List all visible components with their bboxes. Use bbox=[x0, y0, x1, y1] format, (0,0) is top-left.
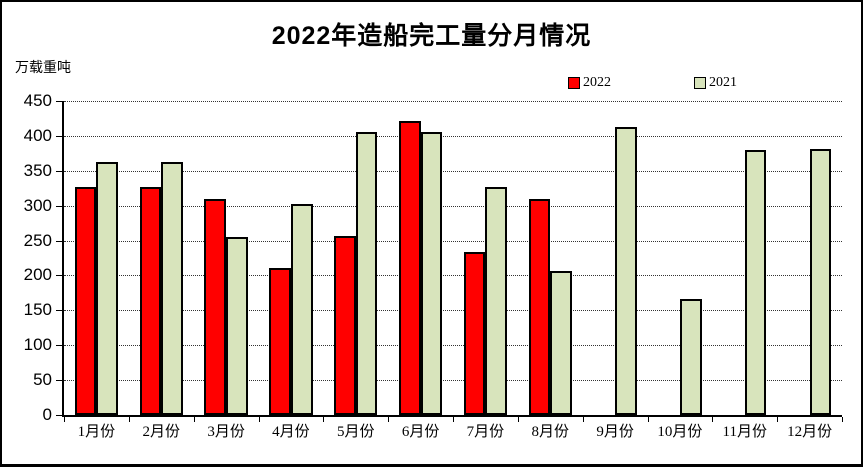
bar-2021-11月份 bbox=[744, 149, 767, 415]
x-tick-3 bbox=[258, 417, 260, 422]
x-axis-label-11月份: 11月份 bbox=[722, 424, 767, 440]
x-tick-12 bbox=[842, 417, 843, 422]
bar-2022-2月份 bbox=[139, 186, 162, 415]
y-axis-unit-label: 万载重吨 bbox=[15, 61, 71, 76]
bar-2021-12月份 bbox=[809, 149, 832, 415]
y-tick-400 bbox=[56, 135, 62, 137]
legend: 2022 2021 bbox=[2, 74, 861, 92]
gridline-350 bbox=[64, 170, 842, 172]
bar-2021-4月份 bbox=[290, 204, 313, 415]
chart-title: 2022年造船完工量分月情况 bbox=[271, 22, 592, 50]
bar-2021-8月份 bbox=[550, 270, 572, 415]
gridline-200 bbox=[64, 275, 842, 277]
legend-item-2022: 2022 bbox=[568, 74, 611, 92]
legend-label-2022: 2022 bbox=[583, 75, 611, 90]
bar-2021-1月份 bbox=[96, 162, 119, 415]
x-axis-label-12月份: 12月份 bbox=[787, 424, 833, 440]
x-axis-label-6月份: 6月份 bbox=[401, 424, 440, 440]
y-axis-line bbox=[62, 101, 64, 415]
legend-label-2021: 2021 bbox=[709, 75, 737, 90]
x-axis-line bbox=[62, 415, 842, 417]
y-tick-0 bbox=[56, 415, 62, 416]
x-tick-2 bbox=[193, 417, 195, 422]
gridline-300 bbox=[64, 205, 842, 207]
gridline-50 bbox=[64, 380, 842, 382]
bar-2022-3月份 bbox=[204, 199, 227, 415]
x-axis-label-3月份: 3月份 bbox=[207, 424, 245, 440]
x-axis-label-5月份: 5月份 bbox=[336, 424, 375, 440]
bar-2022-5月份 bbox=[334, 236, 356, 415]
gridline-400 bbox=[64, 135, 842, 137]
y-tick-150 bbox=[56, 310, 62, 312]
legend-swatch-2021 bbox=[694, 77, 706, 89]
bar-2021-7月份 bbox=[485, 186, 508, 415]
x-tick-4 bbox=[323, 417, 325, 422]
y-tick-label-400: 400 bbox=[23, 125, 52, 145]
gridline-450 bbox=[64, 101, 842, 102]
x-tick-6 bbox=[453, 417, 454, 422]
bar-2021-10月份 bbox=[679, 299, 702, 415]
plot-area bbox=[56, 101, 843, 422]
x-tick-10 bbox=[712, 417, 714, 422]
y-tick-label-150: 150 bbox=[23, 300, 52, 320]
y-tick-label-0: 0 bbox=[42, 405, 52, 424]
bar-2022-8月份 bbox=[528, 199, 551, 415]
y-tick-200 bbox=[56, 275, 62, 277]
x-tick-9 bbox=[647, 417, 649, 422]
bar-2022-1月份 bbox=[74, 186, 97, 415]
x-tick-0 bbox=[64, 417, 65, 422]
x-tick-5 bbox=[388, 417, 390, 422]
bar-2021-2月份 bbox=[161, 162, 183, 415]
y-tick-label-50: 50 bbox=[33, 370, 52, 390]
gridline-150 bbox=[64, 310, 842, 312]
x-axis-label-4月份: 4月份 bbox=[272, 424, 310, 440]
y-tick-300 bbox=[56, 205, 62, 207]
bar-2021-5月份 bbox=[355, 132, 378, 415]
x-axis-label-7月份: 7月份 bbox=[466, 424, 505, 440]
x-tick-1 bbox=[128, 417, 130, 422]
x-axis-label-1月份: 1月份 bbox=[77, 424, 116, 440]
bar-2021-6月份 bbox=[420, 132, 443, 415]
x-axis-label-2月份: 2月份 bbox=[142, 424, 180, 440]
bar-2021-9月份 bbox=[615, 126, 637, 415]
x-axis-label-8月份: 8月份 bbox=[531, 424, 569, 440]
y-tick-label-100: 100 bbox=[23, 335, 52, 355]
y-tick-label-350: 350 bbox=[23, 160, 52, 180]
x-tick-7 bbox=[517, 417, 519, 422]
gridline-100 bbox=[64, 345, 842, 347]
y-tick-100 bbox=[56, 345, 62, 347]
y-tick-label-200: 200 bbox=[23, 265, 52, 285]
y-tick-label-300: 300 bbox=[23, 195, 52, 215]
legend-swatch-2022 bbox=[568, 77, 580, 89]
bar-2021-3月份 bbox=[226, 237, 248, 415]
x-tick-8 bbox=[582, 417, 584, 422]
bar-2022-6月份 bbox=[398, 120, 421, 415]
bar-2022-4月份 bbox=[269, 268, 291, 415]
gridline-250 bbox=[64, 240, 842, 242]
x-axis-label-9月份: 9月份 bbox=[596, 424, 634, 440]
x-axis-label-10月份: 10月份 bbox=[657, 424, 703, 440]
y-tick-250 bbox=[56, 240, 62, 242]
y-tick-50 bbox=[56, 380, 62, 382]
y-tick-450 bbox=[56, 101, 62, 102]
bar-2022-7月份 bbox=[463, 251, 486, 415]
y-tick-label-450: 450 bbox=[23, 91, 52, 110]
y-tick-label-250: 250 bbox=[23, 230, 52, 250]
x-tick-11 bbox=[777, 417, 779, 422]
y-tick-350 bbox=[56, 170, 62, 172]
legend-item-2021: 2021 bbox=[694, 74, 737, 92]
